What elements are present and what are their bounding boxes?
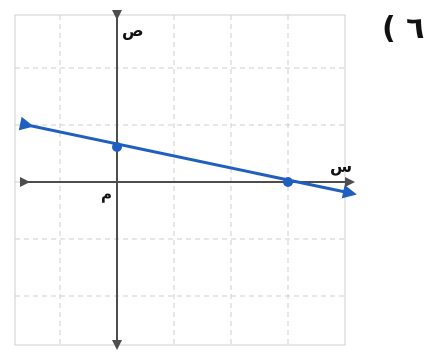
y-axis-label: ص xyxy=(122,21,144,40)
y-intercept-point xyxy=(112,142,122,152)
x-intercept-point xyxy=(283,177,293,187)
x-axis-label: س xyxy=(330,157,352,176)
problem-number: ( ٦ xyxy=(382,11,424,46)
origin-label: م xyxy=(101,185,112,203)
